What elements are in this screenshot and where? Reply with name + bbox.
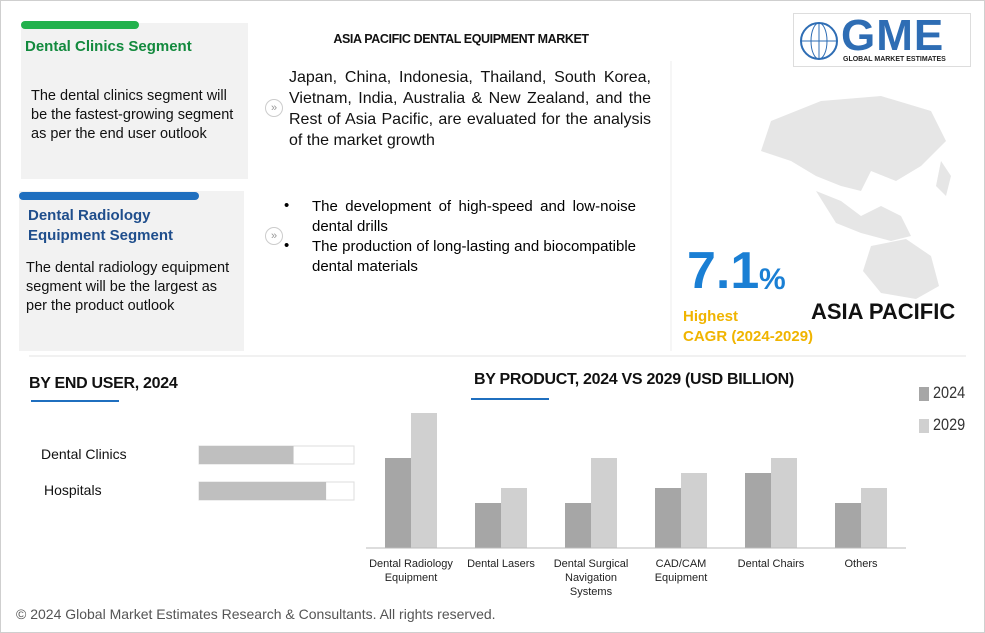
bar (681, 473, 707, 548)
accent-bar (19, 192, 199, 200)
legend-swatch (919, 387, 929, 401)
chevron-icon: » (265, 99, 283, 117)
x-tick-label: Dental Radiology Equipment (369, 558, 453, 584)
region: ASIA PACIFIC (811, 299, 956, 324)
segment-text: The dental clinics segment will be the f… (31, 88, 234, 142)
bar (411, 413, 437, 548)
bar (565, 503, 591, 548)
x-tick-label: Dental Surgical Navigation Systems (553, 558, 629, 598)
legend-label: 2024 (933, 383, 966, 402)
segment-title: Dental Clinics Segment (25, 38, 192, 55)
cagr-unit: % (759, 263, 786, 296)
map (761, 96, 951, 299)
bullet-dot: • (284, 197, 290, 214)
x-tick-label: Dental Lasers (467, 558, 535, 570)
accent-bar (21, 21, 139, 29)
bar (591, 458, 617, 548)
segment-box (19, 191, 244, 351)
cagr-period: CAGR (2024-2029) (683, 328, 814, 345)
bar (745, 473, 771, 548)
category-label: Dental Clinics (41, 446, 127, 462)
bar (199, 446, 294, 464)
footer: © 2024 Global Market Estimates Research … (16, 606, 496, 622)
bar (771, 458, 797, 548)
chart-title: BY PRODUCT, 2024 VS 2029 (USD BILLION) (474, 371, 794, 388)
segment-text: The dental radiology equipment segment w… (26, 260, 230, 314)
page-title: ASIA PACIFIC DENTAL EQUIPMENT MARKET (333, 32, 589, 46)
legend-label: 2029 (933, 415, 966, 434)
bullet-text: The production of long-lasting and bioco… (312, 238, 636, 275)
summary: Japan, China, Indonesia, Thailand, South… (289, 69, 651, 149)
chevron-icon: » (265, 227, 283, 245)
bar (199, 482, 327, 500)
segment-title: Dental Radiology Equipment Segment (28, 207, 174, 244)
logo-globe (800, 22, 838, 60)
bar (385, 458, 411, 548)
x-tick-label: Dental Chairs (737, 558, 805, 570)
chart-title: BY END USER, 2024 (29, 375, 178, 392)
segment-box (21, 23, 248, 179)
logo-text: GME (841, 11, 945, 60)
bar (835, 503, 861, 548)
legend-swatch (919, 419, 929, 433)
bar (655, 488, 681, 548)
x-tick-label: CAD/CAM Equipment (654, 558, 708, 584)
logo-subtitle: GLOBAL MARKET ESTIMATES (843, 56, 946, 63)
bullet-dot: • (284, 237, 290, 254)
cagr-label: Highest (683, 308, 739, 325)
bar (475, 503, 501, 548)
cagr-value: 7.1 (687, 242, 760, 300)
category-label: Hospitals (44, 482, 102, 498)
bar (861, 488, 887, 548)
bar (501, 488, 527, 548)
bullet-text: The development of high-speed and low-no… (312, 198, 636, 235)
x-tick-label: Others (844, 558, 878, 570)
logo (793, 13, 971, 67)
